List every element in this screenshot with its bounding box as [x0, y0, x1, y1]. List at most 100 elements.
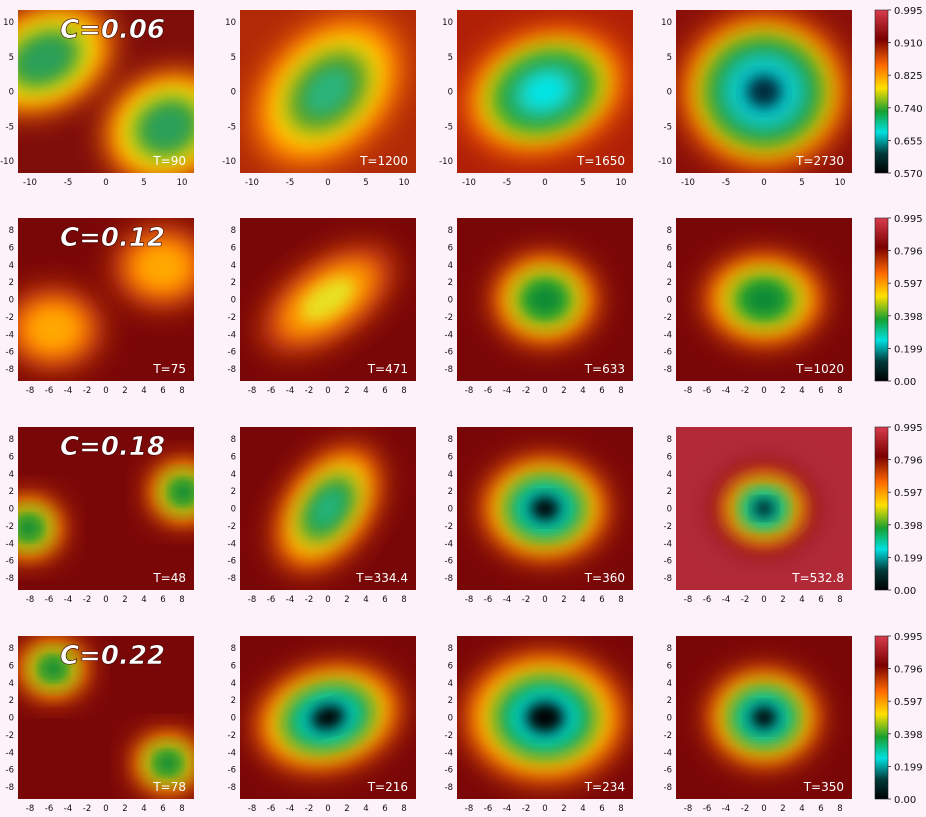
y-tick-label: -4	[6, 539, 14, 549]
y-tick-label: 4	[231, 261, 236, 271]
time-label: T=633	[584, 362, 625, 376]
y-tick-label: 2	[9, 487, 14, 497]
x-tick-label: 8	[401, 595, 406, 605]
x-tick-label: -6	[484, 595, 492, 605]
y-tick-label: 6	[667, 661, 672, 671]
y-tick-label: -6	[445, 766, 453, 776]
y-tick-label: 8	[231, 435, 236, 445]
x-tick-label: -10	[462, 178, 476, 188]
y-tick-label: 0	[9, 505, 14, 515]
field-contour	[529, 495, 561, 522]
y-tick-label: -6	[228, 766, 236, 776]
y-tick-label: -4	[664, 330, 672, 340]
x-tick-label: -6	[267, 595, 275, 605]
x-tick-label: -2	[522, 386, 530, 396]
x-tick-label: 8	[179, 804, 184, 814]
colorbar-tick-label: 0.199	[894, 344, 923, 355]
time-label: T=216	[367, 780, 408, 794]
y-tick-label: -6	[664, 557, 672, 567]
figure-row: -8 -6 -4 -2 0 2 4 6 8 8 6 4 2 0 -2 -4 -6 -8 T=78 C=0.22 -8 -6…	[6, 632, 923, 814]
y-tick-label: -8	[664, 574, 672, 584]
y-tick-label: 8	[667, 226, 672, 236]
x-tick-label: -5	[722, 178, 730, 188]
field-contour	[141, 249, 184, 285]
x-tick-label: 0	[761, 804, 766, 814]
y-tick-label: 2	[448, 278, 453, 288]
field-contour	[529, 285, 561, 314]
x-tick-label: 8	[179, 386, 184, 396]
x-tick-label: 0	[542, 178, 547, 188]
colorbar-tick-label: 0.995	[894, 632, 923, 643]
y-tick-label: 2	[231, 487, 236, 497]
x-tick-label: -8	[26, 595, 34, 605]
y-tick-label: -2	[6, 522, 14, 532]
y-tick-label: -2	[445, 522, 453, 532]
figure-row: -10 -5 0 5 10 10 5 0 -5 -10 T=90 C=0.06 -10 -5 0 5 10 10 5…	[0, 6, 923, 188]
y-tick-label: 0	[448, 296, 453, 306]
colorbar: 0.995 0.796 0.597 0.398 0.199 0.00	[874, 214, 923, 388]
x-tick-label: 6	[818, 804, 823, 814]
x-tick-label: 2	[780, 386, 785, 396]
y-tick-label: -5	[445, 122, 453, 132]
field-contour	[746, 75, 782, 108]
y-tick-label: -2	[664, 313, 672, 323]
y-tick-label: 5	[231, 53, 236, 63]
y-tick-label: -4	[445, 330, 453, 340]
time-label: T=1650	[576, 154, 625, 168]
x-tick-label: -2	[305, 386, 313, 396]
y-tick-label: 8	[231, 226, 236, 236]
x-tick-label: -8	[465, 804, 473, 814]
time-label: T=48	[152, 571, 186, 585]
time-label: T=2730	[795, 154, 844, 168]
x-tick-label: -4	[286, 804, 294, 814]
x-tick-label: 5	[580, 178, 585, 188]
x-tick-label: -4	[722, 595, 730, 605]
x-tick-label: 4	[799, 804, 804, 814]
y-tick-label: -10	[0, 157, 14, 167]
x-tick-label: 8	[179, 595, 184, 605]
colorbar: 0.995 0.910 0.825 0.740 0.655 0.570	[874, 6, 923, 180]
x-tick-label: -10	[245, 178, 259, 188]
x-tick-label: 0	[761, 178, 766, 188]
x-tick-label: 5	[799, 178, 804, 188]
x-tick-label: 6	[382, 595, 387, 605]
x-tick-label: 2	[780, 595, 785, 605]
x-tick-label: 0	[103, 595, 108, 605]
field-contour	[23, 41, 66, 77]
colorbar-tick-label: 0.398	[894, 312, 923, 323]
y-tick-label: 4	[667, 679, 672, 689]
coupling-label: C=0.06	[60, 15, 165, 45]
x-tick-label: -2	[522, 595, 530, 605]
x-tick-label: 2	[122, 595, 127, 605]
x-tick-label: 6	[160, 386, 165, 396]
x-tick-label: -8	[26, 386, 34, 396]
y-tick-label: -2	[228, 313, 236, 323]
y-tick-label: -4	[664, 748, 672, 758]
y-tick-label: -6	[664, 766, 672, 776]
x-tick-label: 6	[160, 804, 165, 814]
y-tick-label: -10	[658, 157, 672, 167]
coupling-label: C=0.18	[60, 432, 165, 462]
x-tick-label: 10	[835, 178, 846, 188]
x-tick-label: 2	[344, 804, 349, 814]
y-tick-label: 0	[231, 505, 236, 515]
x-tick-label: 4	[799, 386, 804, 396]
y-tick-label: 8	[667, 435, 672, 445]
y-tick-label: -2	[664, 522, 672, 532]
x-tick-label: 5	[141, 178, 146, 188]
x-tick-label: -6	[703, 386, 711, 396]
colorbar: 0.995 0.796 0.597 0.398 0.199 0.00	[874, 423, 923, 597]
x-tick-label: 8	[837, 386, 842, 396]
field-contour	[524, 75, 566, 108]
figure-row: -8 -6 -4 -2 0 2 4 6 8 8 6 4 2 0 -2 -4 -6 -8 T=75 C=0.12 -8 -6…	[6, 214, 923, 396]
colorbar-tick-label: 0.910	[894, 39, 923, 50]
colorbar-tick-label: 0.199	[894, 553, 923, 564]
x-tick-label: -6	[703, 595, 711, 605]
y-tick-label: 4	[667, 261, 672, 271]
colorbar-tick-label: 0.655	[894, 136, 923, 147]
y-tick-label: -8	[228, 365, 236, 375]
x-tick-label: 4	[363, 595, 368, 605]
colorbar-tick-label: 0.740	[894, 104, 923, 115]
y-tick-label: -6	[6, 557, 14, 567]
y-tick-label: 6	[448, 452, 453, 462]
